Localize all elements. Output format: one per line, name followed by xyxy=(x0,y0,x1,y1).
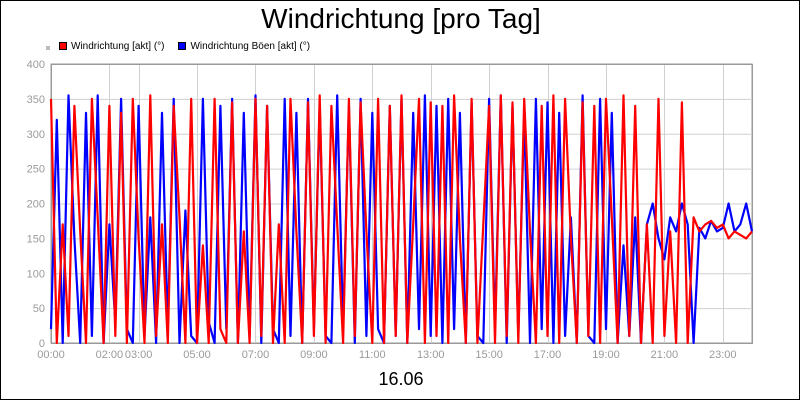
x-tick-label: 05:00 xyxy=(183,349,211,361)
legend-item-windrichtung[interactable]: Windrichtung [akt] (°) xyxy=(59,41,164,52)
legend-swatch-blue xyxy=(178,42,187,50)
plot-border xyxy=(51,64,753,344)
x-tick-label: 21:00 xyxy=(651,349,679,361)
series-line-windrichtung xyxy=(49,94,753,345)
legend-label-windrichtung: Windrichtung [akt] (°) xyxy=(71,40,165,52)
x-tick-label: 11:00 xyxy=(359,349,386,361)
legend-toggle-icon[interactable] xyxy=(46,46,50,50)
legend-swatch-red xyxy=(59,42,67,50)
y-tick-label: 250 xyxy=(27,164,45,176)
y-tick-label: 350 xyxy=(27,94,45,106)
y-tick-label: 150 xyxy=(27,233,45,245)
x-tick-label: 23:00 xyxy=(709,349,737,361)
y-tick-label: 300 xyxy=(27,129,45,141)
x-tick-label: 17:00 xyxy=(534,349,562,361)
chart-title: Windrichtung [pro Tag] xyxy=(261,3,541,34)
x-tick-label: 00:00 xyxy=(37,349,65,361)
legend-label-windrichtung-boeen: Windrichtung Böen [akt] (°) xyxy=(190,40,311,52)
x-tick-label: 09:00 xyxy=(300,349,328,361)
x-tick-label: 15:00 xyxy=(475,349,503,361)
y-tick-label: 200 xyxy=(27,199,45,211)
x-tick-label: 07:00 xyxy=(242,349,270,361)
x-axis-date-label: 16.06 xyxy=(378,369,424,389)
y-tick-label: 0 xyxy=(39,338,45,350)
x-tick-label: 03:00 xyxy=(125,349,153,361)
x-tick-label: 13:00 xyxy=(417,349,445,361)
y-tick-label: 50 xyxy=(33,303,45,315)
chart-legend: Windrichtung [akt] (°) Windrichtung Böen… xyxy=(46,39,324,53)
x-tick-label: 02:00 xyxy=(96,349,124,361)
y-tick-label: 100 xyxy=(27,268,45,280)
legend-item-windrichtung-boeen[interactable]: Windrichtung Böen [akt] (°) xyxy=(178,41,310,52)
x-tick-label: 19:00 xyxy=(592,349,620,361)
y-tick-label: 400 xyxy=(27,59,45,71)
